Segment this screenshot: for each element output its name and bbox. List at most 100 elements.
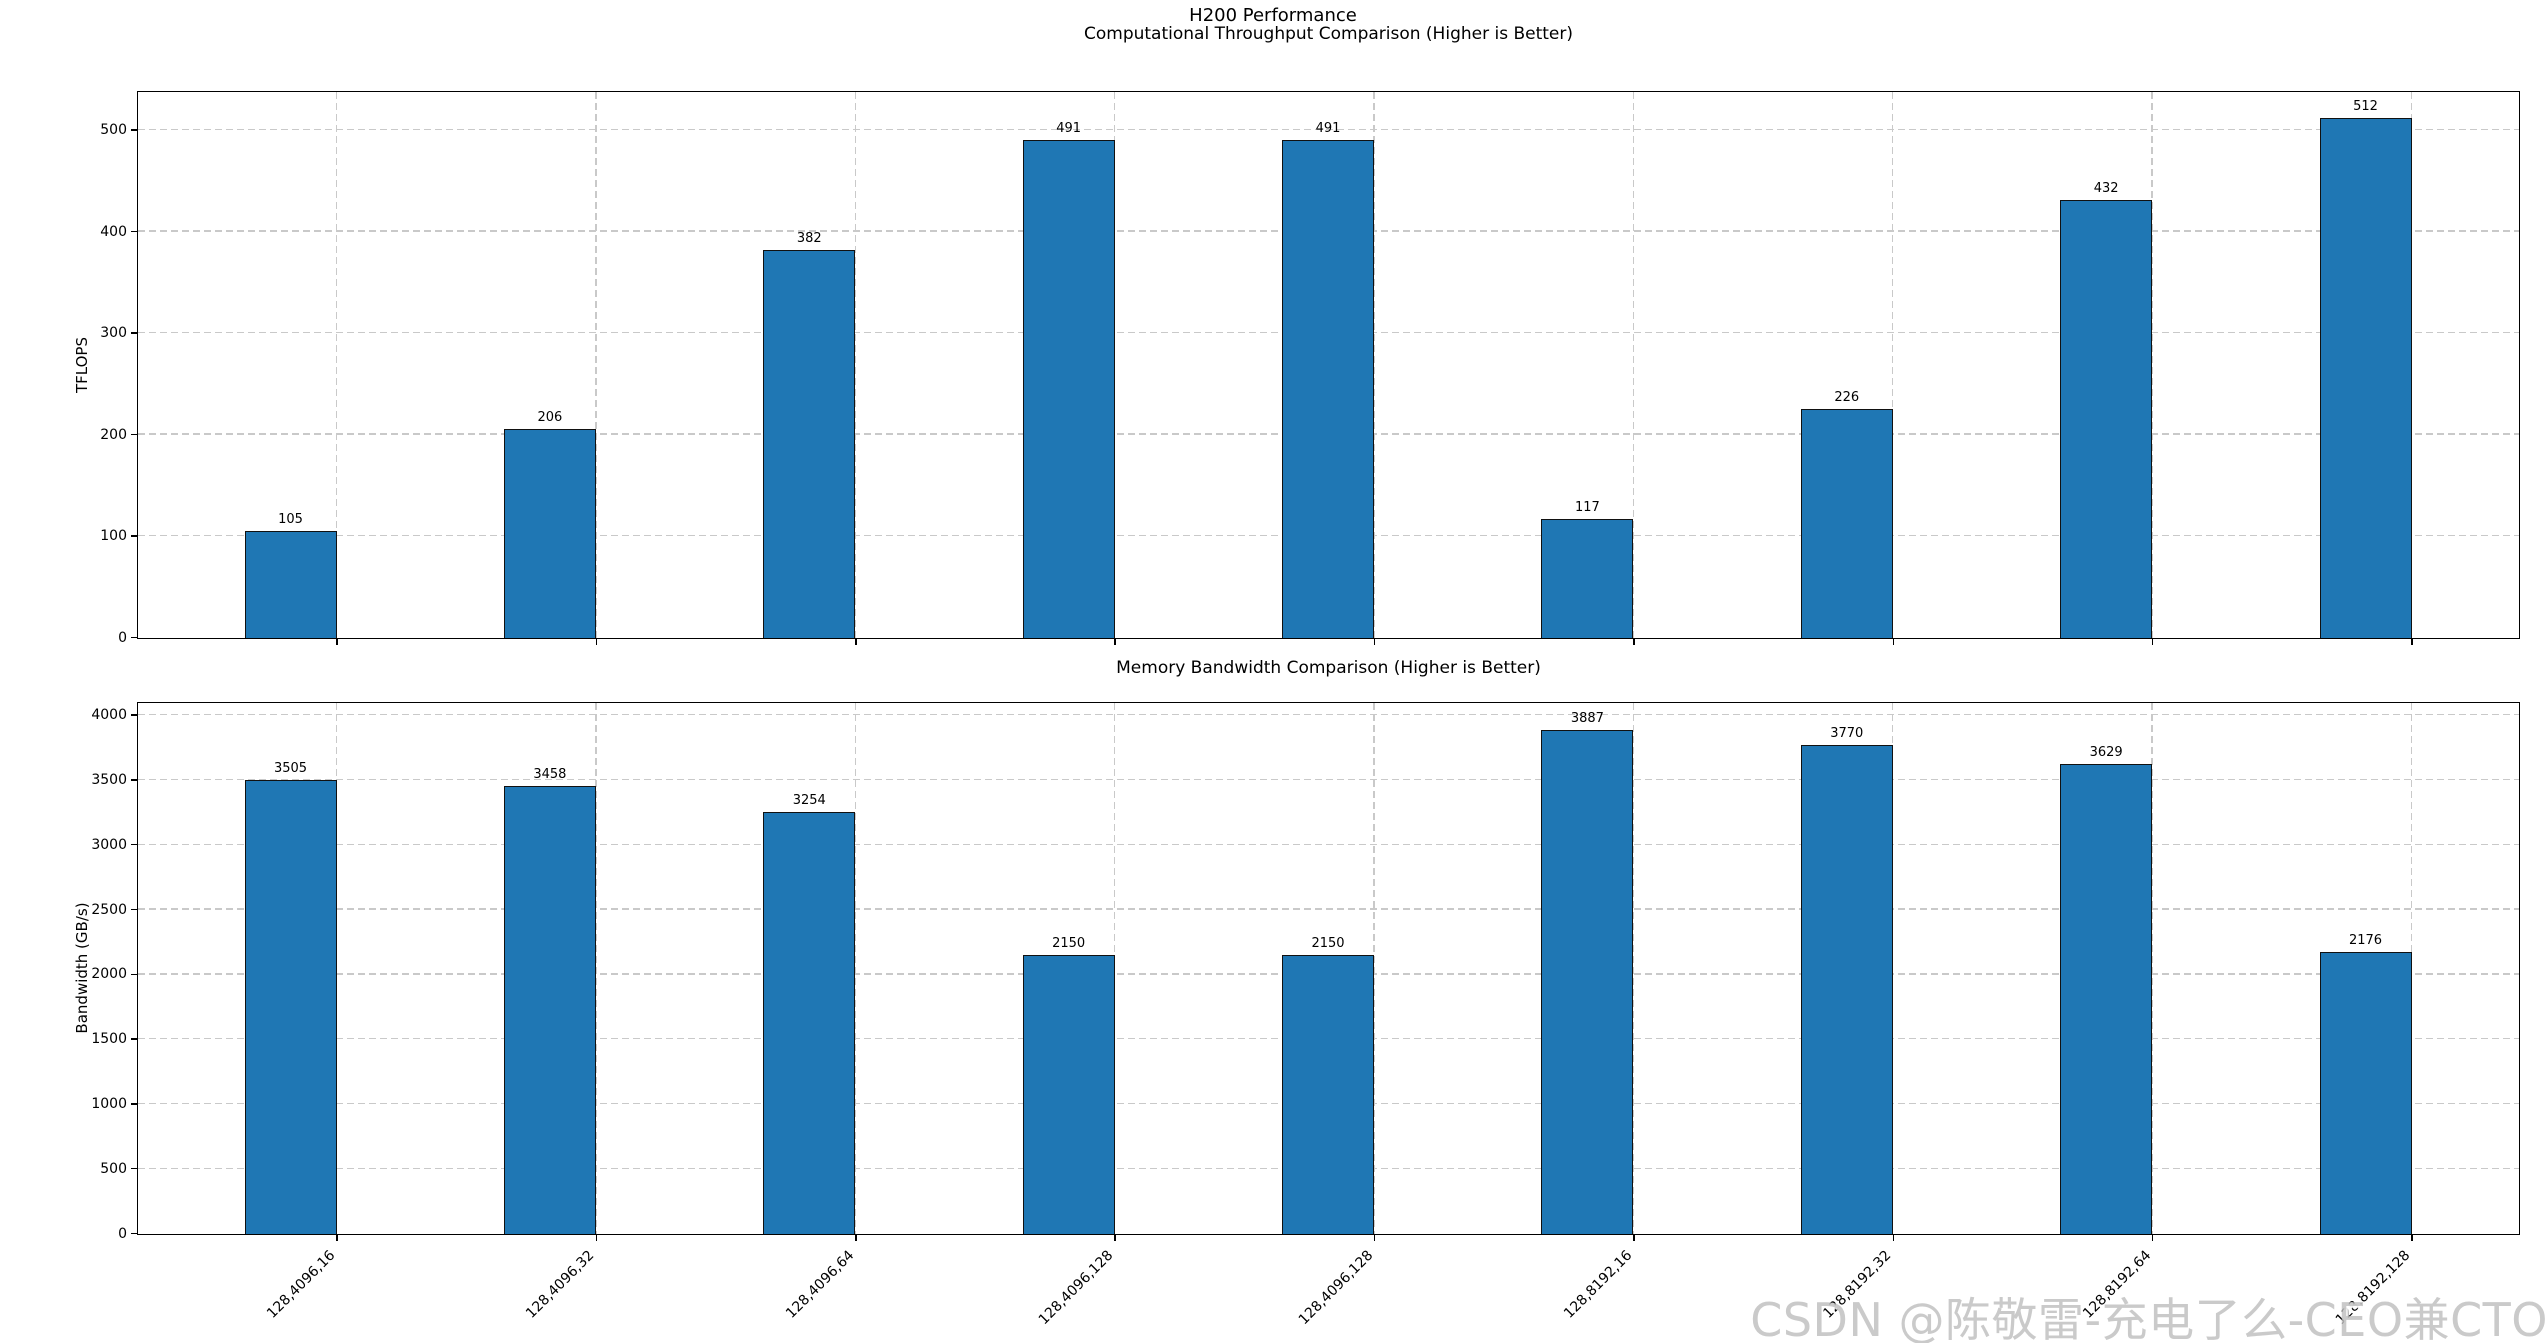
x-tick-mark [1114,639,1116,645]
v-gridline [335,92,338,638]
x-tick-mark [1633,1235,1635,1241]
y-tick-label: 0 [118,629,127,646]
x-tick-mark [595,639,598,645]
bar [1541,519,1634,638]
v-gridline [1632,92,1635,638]
x-tick-label: 128,4096,128 [1035,1247,1117,1329]
x-tick-mark [1373,1235,1376,1241]
bar [1022,955,1115,1234]
bar-value-label: 382 [796,231,822,247]
bandwidth-chart-title: Memory Bandwidth Comparison (Higher is B… [1116,658,1541,678]
throughput-plot-area: 105 206 382 491 491 117 226 432 512 [137,91,2520,639]
x-tick-mark [2411,639,2413,645]
x-tick-mark [1892,639,1894,645]
bar-value-label: 432 [2093,180,2119,196]
y-tick-label: 300 [100,325,127,342]
x-tick-mark [1633,639,1635,645]
y-tick-label: 2000 [91,966,127,983]
bar-value-label: 2150 [1052,936,1086,952]
y-tick-mark [131,636,137,639]
figure-suptitle: H200 Performance [1189,5,1357,26]
bar [1282,955,1374,1234]
bar [503,785,596,1234]
x-tick-mark [1114,1235,1116,1241]
x-tick-label: 128,4096,64 [782,1247,858,1322]
bar-value-label: 226 [1834,389,1860,405]
y-tick-label: 400 [100,223,127,240]
bar [1541,730,1634,1234]
bar-value-label: 491 [1056,120,1082,136]
bar [503,428,596,638]
y-tick-label: 3500 [91,771,127,788]
bar-value-label: 105 [278,512,303,528]
bar-value-label: 206 [537,409,563,425]
x-tick-label: 128,4096,16 [264,1247,339,1322]
y-tick-mark [131,1232,137,1235]
bar [1800,745,1893,1234]
bar-value-label: 3458 [533,766,567,782]
y-tick-mark [131,779,137,781]
x-tick-mark [855,639,857,645]
h-gridline [138,843,2519,845]
x-tick-label: 128,4096,128 [1295,1247,1376,1329]
x-tick-mark [595,1235,598,1241]
watermark: CSDN @陈敬雷-充电了么-CEO兼CTO [1750,1293,2546,1343]
x-tick-mark [1892,1235,1894,1241]
bar-value-label: 3505 [273,760,308,776]
x-tick-mark [2151,1235,2154,1241]
bar [2060,763,2153,1234]
x-tick-label: 128,4096,32 [523,1247,598,1322]
bar [763,812,856,1234]
y-tick-mark [131,1167,137,1170]
x-tick-label: 128,8192,16 [1560,1247,1636,1322]
h-gridline [138,908,2519,910]
y-tick-mark [131,973,137,976]
v-gridline [595,92,597,638]
y-tick-mark [131,714,137,716]
bar [2319,118,2412,638]
y-tick-mark [131,1038,137,1040]
bar-value-label: 117 [1574,500,1600,516]
y-tick-mark [131,535,137,537]
bar-value-label: 2150 [1311,936,1345,952]
bar [1282,139,1374,638]
x-tick-mark [336,1235,338,1241]
bar-value-label: 3887 [1570,711,1604,727]
y-tick-mark [131,230,137,233]
bar [2319,952,2412,1234]
h-gridline [138,128,2519,131]
x-tick-mark [336,639,338,645]
bandwidth-plot-area: 3505 3458 3254 2150 2150 3887 3770 3629 2176 [137,702,2520,1235]
y-tick-label: 2500 [91,901,127,918]
bar-value-label: 2176 [2348,933,2383,949]
h-gridline [138,778,2519,781]
x-tick-mark [2151,639,2154,645]
bar [1800,408,1893,638]
y-tick-label: 4000 [91,707,127,724]
bar-value-label: 3629 [2089,744,2123,760]
y-tick-mark [131,129,137,131]
y-tick-mark [131,332,137,334]
y-tick-label: 100 [100,528,127,544]
x-tick-mark [1373,639,1376,645]
bar [244,779,337,1234]
v-gridline [1892,92,1894,638]
bar [1022,139,1115,638]
x-tick-mark [855,1235,857,1241]
y-tick-label: 500 [100,122,127,139]
bar [763,250,856,638]
bar-value-label: 3770 [1830,726,1864,742]
throughput-y-axis-label: TFLOPS [73,337,91,393]
y-tick-mark [131,908,137,911]
y-tick-label: 200 [100,426,127,443]
bar-value-label: 3254 [792,793,826,809]
y-tick-label: 500 [100,1160,127,1177]
y-tick-label: 3000 [91,836,127,853]
bar-value-label: 512 [2353,99,2378,115]
bar-value-label: 491 [1315,120,1341,136]
y-tick-label: 0 [118,1225,127,1242]
x-tick-mark [2411,1235,2413,1241]
y-tick-label: 1500 [91,1031,127,1048]
bar [244,531,337,638]
